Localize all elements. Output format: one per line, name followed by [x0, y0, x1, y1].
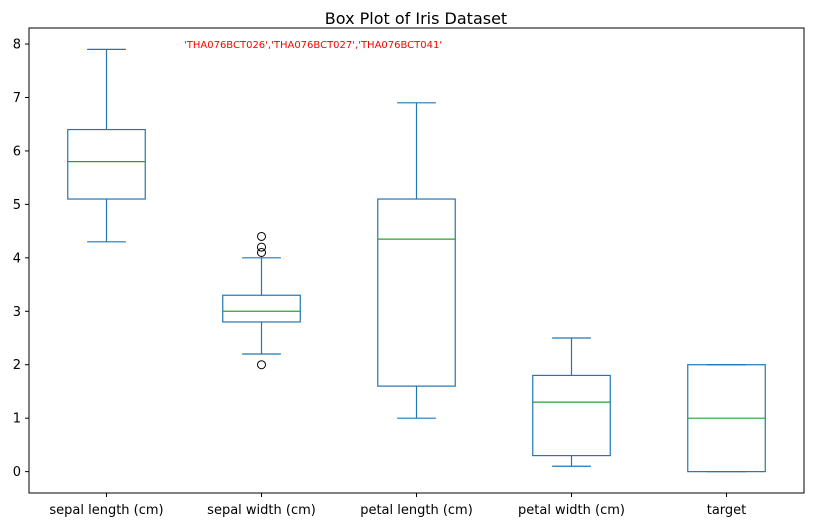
x-tick-label: sepal width (cm) [207, 503, 316, 518]
y-tick-label: 6 [13, 144, 21, 159]
outlier-point [257, 231, 266, 241]
box-4 [687, 364, 766, 473]
outlier-point [257, 242, 266, 252]
plot-frame [28, 27, 805, 494]
chart-annotation: 'THA076BCT026','THA076BCT027','THA076BCT… [184, 40, 442, 51]
x-tick-label: petal length (cm) [360, 503, 473, 518]
x-tick-label: sepal length (cm) [49, 503, 163, 518]
y-tick-label: 5 [13, 198, 21, 213]
box-body [67, 128, 146, 200]
box-0 [67, 48, 146, 243]
box-2 [377, 102, 456, 419]
outlier-point [257, 247, 266, 257]
box-1 [222, 231, 301, 370]
box-body [222, 294, 301, 323]
y-tick-label: 4 [13, 251, 21, 266]
y-tick-label: 1 [13, 412, 21, 427]
y-tick-label: 7 [13, 91, 21, 106]
box-body [532, 374, 611, 457]
y-axis: 0 1 2 3 4 5 6 7 8 [13, 38, 29, 480]
x-tick-label: target [707, 503, 747, 518]
x-tick-label: petal width (cm) [518, 503, 625, 518]
y-tick-label: 3 [13, 305, 21, 320]
y-tick-label: 8 [13, 38, 21, 53]
box-3 [532, 337, 611, 467]
outlier-point [257, 360, 266, 370]
chart-title: Box Plot of Iris Dataset [325, 9, 507, 28]
box-series [67, 48, 766, 473]
y-tick-label: 2 [13, 358, 21, 373]
box-body [377, 198, 456, 387]
x-axis: sepal length (cm) sepal width (cm) petal l… [49, 493, 746, 518]
y-tick-label: 0 [13, 465, 21, 480]
